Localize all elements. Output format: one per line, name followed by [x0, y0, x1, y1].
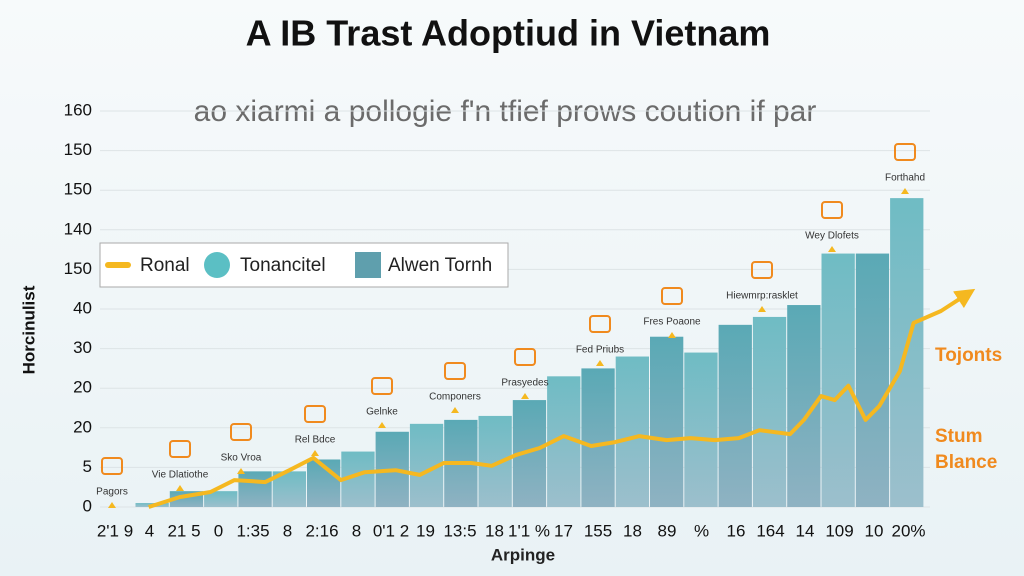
annotation: Sko Vroa	[221, 453, 262, 464]
chart-title: A IB Trast Adoptiud in Vietnam	[246, 13, 771, 54]
y-tick-label: 5	[83, 457, 92, 476]
annotation-pointer	[237, 468, 245, 474]
bar	[650, 336, 684, 507]
annotation-icon	[751, 261, 773, 279]
x-tick-label: 89	[658, 521, 677, 540]
y-axis-title: Horcinulist	[19, 285, 38, 374]
x-tick-label: 18	[485, 521, 504, 540]
x-tick-label: 164	[756, 521, 784, 540]
annotation-pointer	[596, 360, 604, 366]
annotation: Componers	[429, 392, 481, 403]
y-tick-label: 0	[83, 496, 92, 515]
annotation-icon	[101, 457, 123, 475]
x-axis-title: Arpinge	[491, 545, 555, 564]
plot-area: 0 5 20 20 30 40 150 140 150 150 160 2'1 9 4 21 5 0 1:35…	[64, 100, 976, 540]
annotation-pointer	[521, 393, 529, 399]
legend-box	[99, 242, 509, 288]
x-tick-label: 14	[796, 521, 815, 540]
bar	[718, 324, 752, 507]
x-tick-label: 155	[584, 521, 612, 540]
annotation: Prasyedes	[501, 378, 548, 389]
x-tick-label: 0'1 2	[373, 521, 409, 540]
annotation-icon	[169, 440, 191, 458]
x-tick-label: 18	[623, 521, 642, 540]
bar	[615, 356, 649, 507]
legend-swatch	[355, 252, 381, 278]
bar	[478, 415, 512, 507]
y-tick-label: 20	[73, 417, 92, 436]
side-label: Blance	[935, 452, 997, 473]
annotation-pointer	[378, 422, 386, 428]
bar	[684, 352, 718, 507]
x-tick-label: 1'1 %	[508, 521, 550, 540]
annotation: Wey Dlofets	[805, 231, 859, 242]
x-tick-label: 19	[416, 521, 435, 540]
side-label: Stum	[935, 426, 983, 447]
annotation: Gelnke	[366, 407, 398, 418]
annotation-pointer	[828, 246, 836, 252]
annotation: Rel Bdce	[295, 435, 336, 446]
x-tick-label: 109	[825, 521, 853, 540]
annotation-icon	[821, 201, 843, 219]
annotation-icon	[894, 143, 916, 161]
x-tick-label: 2:16	[305, 521, 338, 540]
bar	[752, 316, 787, 507]
annotation-icon	[589, 315, 611, 333]
x-tick-label: 8	[352, 521, 361, 540]
legend: Ronal Tonancitel Alwen Tornh	[99, 242, 509, 288]
annotation-pointer	[451, 407, 459, 413]
annotation-icon	[444, 362, 466, 380]
y-tick-label: 150	[64, 259, 92, 278]
annotation: Fres Poaone	[643, 317, 701, 328]
x-tick-label: 21 5	[167, 521, 200, 540]
x-tick-label: 17	[554, 521, 573, 540]
legend-swatch	[204, 252, 230, 278]
bar	[821, 253, 855, 507]
y-tick-label: 30	[73, 338, 92, 357]
y-tick-label: 150	[64, 180, 92, 199]
annotation-icon	[230, 423, 252, 441]
annotation-pointer	[108, 502, 116, 508]
annotation-pointer	[668, 332, 676, 338]
x-tick-label: 1:35	[236, 521, 269, 540]
annotation: Fed Priubs	[576, 345, 624, 356]
x-tick-label: 2'1 9	[97, 521, 133, 540]
line	[148, 288, 976, 509]
legend-label: Ronal	[140, 255, 190, 276]
annotation-icon	[371, 377, 393, 395]
annotation: Hiewmrp:rasklet	[726, 291, 798, 302]
bar	[581, 368, 615, 507]
x-tick-label: 20%	[891, 521, 925, 540]
y-tick-label: 160	[64, 100, 92, 119]
x-tick-label: 4	[145, 521, 154, 540]
legend-label: Tonancitel	[240, 255, 326, 276]
side-label: Tojonts	[935, 345, 1002, 366]
y-tick-label: 40	[73, 298, 92, 317]
annotation-icon	[304, 405, 326, 423]
annotation-pointer	[758, 306, 766, 312]
annotation-pointer	[901, 188, 909, 194]
legend-label: Alwen Tornh	[388, 255, 492, 276]
x-tick-label: 8	[283, 521, 292, 540]
annotation: Forthahd	[885, 173, 925, 184]
annotation-icon	[661, 287, 683, 305]
bar	[204, 491, 238, 507]
x-tick-label: 10	[865, 521, 884, 540]
x-tick-label: 0	[214, 521, 223, 540]
x-tick-label: 16	[727, 521, 746, 540]
annotation-pointer	[311, 450, 319, 456]
y-tick-label: 20	[73, 378, 92, 397]
y-tick-label: 150	[64, 140, 92, 159]
bar	[855, 253, 890, 507]
annotation: Pagors	[96, 487, 128, 498]
y-tick-label: 140	[64, 219, 92, 238]
x-tick-label: 13:5	[443, 521, 476, 540]
bar	[238, 471, 272, 507]
annotation-pointer	[176, 485, 184, 491]
x-tick-label: %	[694, 521, 709, 540]
annotation-icon	[514, 348, 536, 366]
annotation: Vie Dlatiothe	[152, 470, 209, 481]
